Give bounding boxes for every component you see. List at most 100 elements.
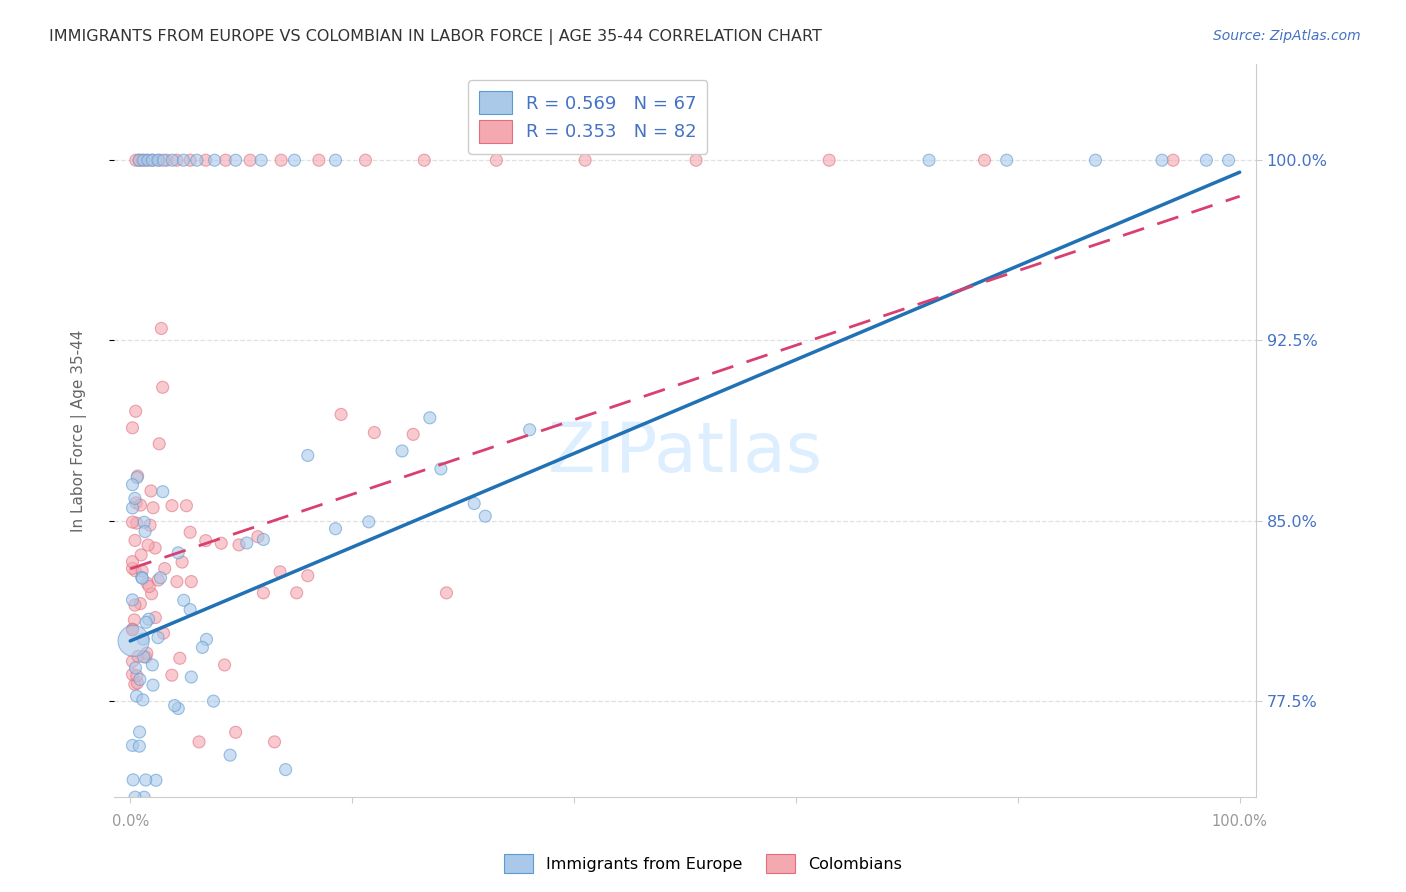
Point [283, 153, 305, 168]
Point [325, 153, 347, 168]
Point [214, 657, 236, 672]
Point [135, 153, 157, 168]
Point [167, 701, 190, 715]
Point [308, 153, 330, 168]
Point [1084, 153, 1107, 168]
Point [131, 570, 153, 584]
Point [263, 735, 285, 749]
Point [121, 561, 143, 575]
Point [270, 153, 292, 168]
Point [124, 564, 146, 578]
Point [163, 698, 186, 713]
Point [225, 153, 247, 168]
Point [186, 153, 208, 168]
Point [419, 410, 441, 425]
Point [127, 649, 149, 664]
Point [172, 555, 194, 569]
Point [195, 632, 218, 647]
Point [252, 586, 274, 600]
Point [141, 153, 163, 168]
Point [156, 153, 179, 168]
Point [225, 725, 247, 739]
Point [252, 533, 274, 547]
Legend: Immigrants from Europe, Colombians: Immigrants from Europe, Colombians [498, 847, 908, 880]
Point [325, 522, 347, 536]
Point [132, 649, 155, 664]
Point [124, 661, 146, 675]
Point [160, 499, 183, 513]
Point [136, 576, 159, 591]
Point [391, 444, 413, 458]
Point [166, 574, 188, 589]
Point [141, 587, 163, 601]
Point [152, 153, 174, 168]
Point [121, 500, 143, 515]
Point [188, 735, 211, 749]
Point [485, 153, 508, 168]
Point [330, 408, 353, 422]
Point [131, 153, 153, 168]
Point [239, 153, 262, 168]
Point [173, 153, 195, 168]
Point [125, 470, 148, 484]
Point [1218, 153, 1240, 168]
Point [685, 153, 707, 168]
Point [160, 668, 183, 682]
Point [124, 404, 146, 418]
Point [204, 153, 226, 168]
Point [1161, 153, 1184, 168]
Point [121, 667, 143, 681]
Point [148, 153, 170, 168]
Point [125, 516, 148, 530]
Point [129, 597, 152, 611]
Point [132, 153, 155, 168]
Point [146, 573, 169, 587]
Point [179, 153, 201, 168]
Point [121, 739, 143, 753]
Point [131, 571, 153, 585]
Point [402, 427, 425, 442]
Point [818, 153, 841, 168]
Point [134, 524, 156, 539]
Point [124, 613, 146, 627]
Point [1150, 153, 1173, 168]
Point [128, 739, 150, 754]
Point [124, 677, 146, 691]
Point [135, 650, 157, 665]
Point [149, 571, 172, 585]
Point [430, 462, 453, 476]
Point [128, 153, 150, 168]
Text: 100.0%: 100.0% [1212, 814, 1268, 829]
Point [269, 565, 291, 579]
Point [191, 640, 214, 655]
Point [297, 449, 319, 463]
Point [180, 670, 202, 684]
Point [122, 772, 145, 787]
Point [209, 536, 232, 550]
Point [132, 693, 155, 707]
Point [152, 626, 174, 640]
Point [127, 469, 149, 483]
Point [173, 593, 195, 607]
Point [363, 425, 385, 440]
Point [138, 580, 160, 594]
Point [152, 380, 174, 394]
Point [219, 748, 242, 763]
Point [179, 525, 201, 540]
Point [146, 631, 169, 645]
Y-axis label: In Labor Force | Age 35-44: In Labor Force | Age 35-44 [72, 329, 87, 532]
Point [143, 610, 166, 624]
Point [162, 153, 184, 168]
Point [142, 678, 165, 692]
Point [135, 615, 157, 630]
Point [474, 509, 496, 524]
Point [138, 612, 160, 626]
Point [121, 477, 143, 491]
Point [124, 598, 146, 612]
Point [274, 763, 297, 777]
Point [121, 515, 143, 529]
Point [166, 153, 188, 168]
Point [180, 574, 202, 589]
Point [297, 568, 319, 582]
Point [136, 538, 159, 552]
